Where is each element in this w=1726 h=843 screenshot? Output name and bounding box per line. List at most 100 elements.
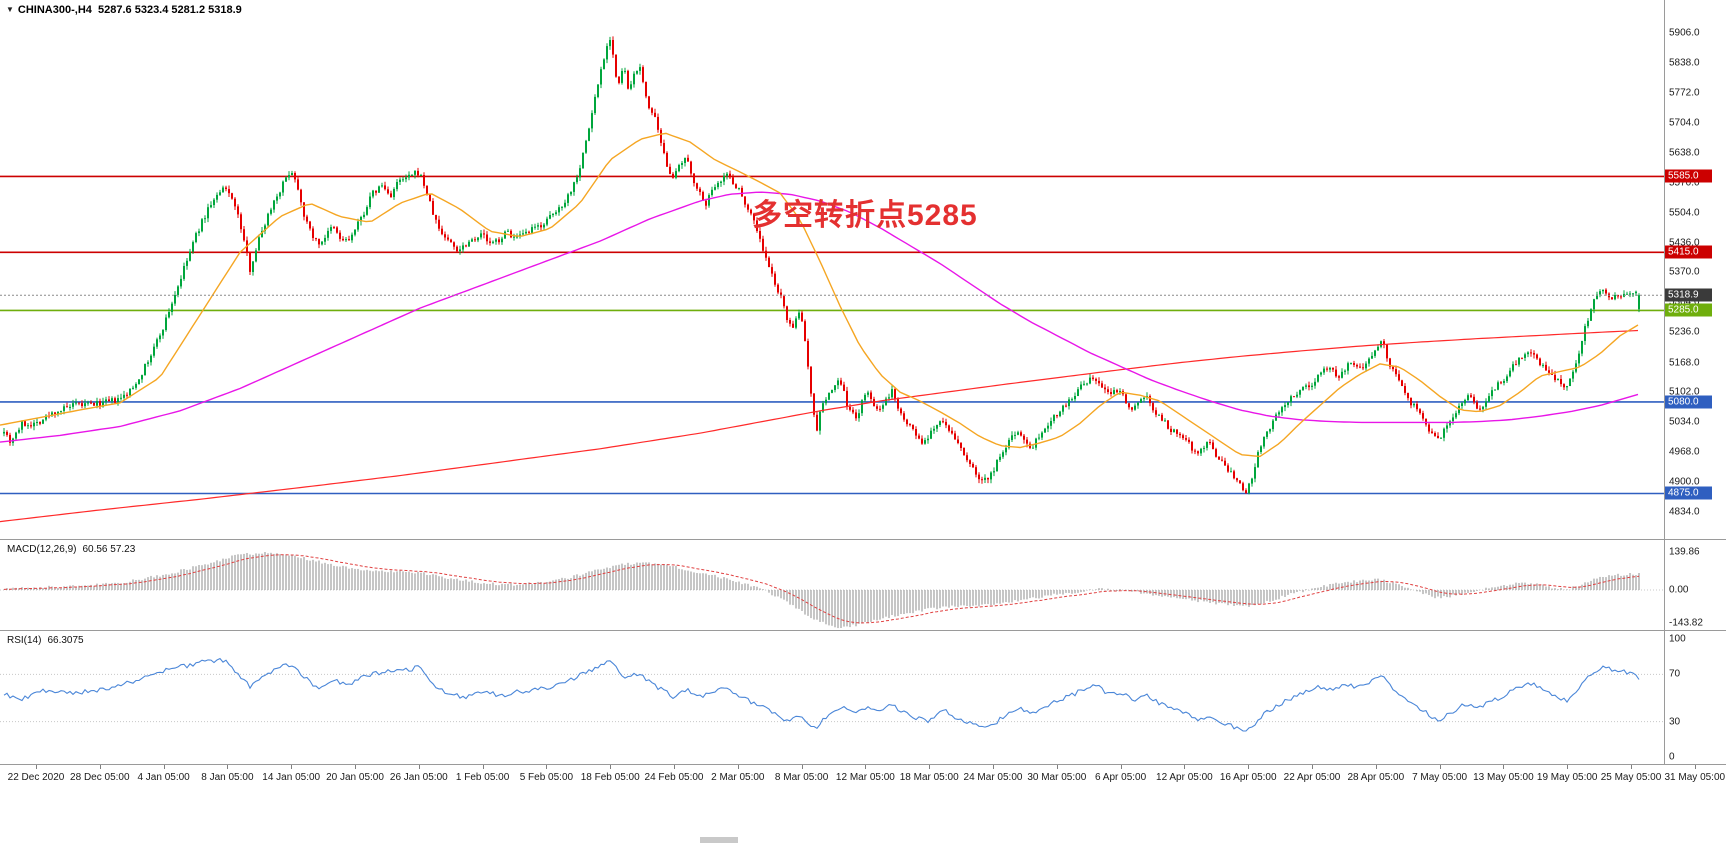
time-tick-mark: [36, 765, 37, 769]
macd-values: 60.56 57.23: [82, 544, 136, 555]
time-axis-label: 14 Jan 05:00: [262, 772, 321, 783]
ohlc-readout: 5287.6 5323.4 5281.2 5318.9: [98, 4, 242, 16]
axis-tick-label: 5236.0: [1669, 326, 1700, 338]
time-tick-mark: [801, 765, 803, 769]
axis-tick-label: 5906.0: [1669, 27, 1700, 39]
macd-chart[interactable]: [0, 540, 1664, 630]
axis-tick-label: 5370.0: [1669, 266, 1700, 278]
axis-tick-label: 5570.0: [1669, 177, 1700, 189]
price-level-badge: 4875.0: [1665, 486, 1712, 500]
axis-tick-label: 4900.0: [1669, 476, 1700, 488]
time-tick-mark: [1248, 765, 1250, 769]
axis-tick-label: 70: [1669, 668, 1681, 680]
time-tick-mark: [1312, 765, 1313, 769]
macd-title: MACD(12,26,9): [7, 544, 77, 555]
time-axis[interactable]: 22 Dec 2020 28 Dec 05:00 4 Jan 05:00 8 Jan …: [0, 764, 1726, 788]
axis-tick-label: 5304.0: [1669, 296, 1700, 308]
time-axis-label: 19 May 05:00: [1536, 772, 1598, 783]
time-axis-label: 24 Mar 05:00: [963, 772, 1023, 783]
time-tick-mark: [929, 765, 931, 769]
bottom-strip: [0, 788, 1726, 843]
chart-title: ▼ CHINA300-,H4 5287.6 5323.4 5281.2 5318.…: [6, 4, 242, 16]
axis-tick-label: 5168.0: [1669, 357, 1700, 369]
rsi-label: RSI(14) 66.3075: [7, 635, 84, 646]
axis-tick-label: 5034.0: [1669, 416, 1700, 428]
price-level-badge: 5080.0: [1665, 395, 1712, 409]
rsi-chart[interactable]: [0, 631, 1664, 764]
time-tick-mark: [737, 765, 739, 769]
axis-tick-label: 0: [1669, 751, 1675, 763]
time-tick-mark: [1694, 765, 1696, 769]
time-tick-mark: [1056, 765, 1058, 769]
time-axis-label: 7 May 05:00: [1412, 772, 1468, 783]
time-tick-mark: [1567, 765, 1569, 769]
macd-axis[interactable]: 139.86 0.00 -143.82: [1664, 540, 1726, 630]
axis-tick-label: 0.00: [1669, 584, 1689, 596]
time-axis-label: 1 Feb 05:00: [455, 772, 510, 783]
time-tick-mark: [355, 765, 356, 769]
time-axis-label: 5 Feb 05:00: [519, 772, 574, 783]
time-axis-label: 18 Mar 05:00: [899, 772, 959, 783]
time-axis-label: 26 Jan 05:00: [389, 772, 448, 783]
axis-tick-label: 5772.0: [1669, 87, 1700, 99]
time-axis-label: 22 Dec 2020: [7, 772, 65, 783]
rsi-indicator-panel[interactable]: RSI(14) 66.3075 100 70 30 0: [0, 630, 1726, 764]
axis-tick-label: -143.82: [1669, 617, 1703, 629]
bottom-notch: [700, 837, 738, 843]
axis-tick-label: 5704.0: [1669, 117, 1700, 129]
rsi-title: RSI(14): [7, 635, 42, 646]
time-tick-mark: [1631, 765, 1632, 769]
time-axis-label: 28 Apr 05:00: [1347, 772, 1405, 783]
symbol-dropdown-icon[interactable]: ▼: [6, 5, 14, 14]
axis-tick-label: 30: [1669, 716, 1681, 728]
price-level-badge: 5585.0: [1665, 169, 1712, 183]
time-tick-mark: [99, 765, 101, 769]
time-axis-label: 12 Mar 05:00: [835, 772, 895, 783]
symbol-timeframe-label: CHINA300-,H4: [17, 4, 92, 16]
axis-tick-label: 100: [1669, 633, 1686, 645]
time-axis-label: 2 Mar 05:00: [711, 772, 765, 783]
price-level-badge: 5318.9: [1665, 288, 1712, 302]
time-tick-mark: [227, 765, 229, 769]
time-tick-mark: [865, 765, 867, 769]
time-tick-mark: [1503, 765, 1505, 769]
axis-tick-label: 5504.0: [1669, 207, 1700, 219]
time-axis-label: 16 Apr 05:00: [1219, 772, 1277, 783]
time-axis-label: 8 Mar 05:00: [774, 772, 829, 783]
time-axis-label: 8 Jan 05:00: [201, 772, 254, 783]
rsi-values: 66.3075: [47, 635, 84, 646]
chart-annotation-text: 多空转折点5285: [752, 199, 978, 232]
time-tick-mark: [1120, 765, 1122, 769]
axis-tick-label: 5838.0: [1669, 57, 1700, 69]
axis-tick-label: 5638.0: [1669, 147, 1700, 159]
time-axis-label: 22 Apr 05:00: [1283, 772, 1341, 783]
time-axis-label: 24 Feb 05:00: [644, 772, 704, 783]
price-level-badge: 5285.0: [1665, 303, 1712, 317]
time-tick-mark: [993, 765, 994, 769]
macd-label: MACD(12,26,9) 60.56 57.23: [7, 544, 135, 555]
time-axis-label: 4 Jan 05:00: [137, 772, 190, 783]
time-axis-label: 31 May 05:00: [1664, 772, 1726, 783]
price-axis[interactable]: 5906.0 5838.0 5772.0 5704.0 5638.0 5570.0 5504…: [1664, 0, 1726, 539]
rsi-axis[interactable]: 100 70 30 0: [1664, 631, 1726, 764]
time-axis-label: 12 Apr 05:00: [1156, 772, 1213, 783]
candlestick-chart[interactable]: [0, 0, 1664, 539]
time-tick-mark: [482, 765, 484, 769]
macd-indicator-panel[interactable]: MACD(12,26,9) 60.56 57.23 139.86 0.00 -143.…: [0, 539, 1726, 630]
price-chart-panel[interactable]: ▼ CHINA300-,H4 5287.6 5323.4 5281.2 5318.…: [0, 0, 1726, 539]
time-tick-mark: [674, 765, 675, 769]
time-tick-mark: [418, 765, 420, 769]
time-axis-label: 30 Mar 05:00: [1027, 772, 1087, 783]
time-tick-mark: [1375, 765, 1377, 769]
time-tick-mark: [546, 765, 548, 769]
axis-tick-label: 5102.0: [1669, 386, 1700, 398]
time-axis-label: 28 Dec 05:00: [70, 772, 130, 783]
time-axis-label: 25 May 05:00: [1600, 772, 1662, 783]
time-tick-mark: [1439, 765, 1441, 769]
price-level-badge: 5415.0: [1665, 245, 1712, 259]
time-axis-label: 20 Jan 05:00: [326, 772, 384, 783]
axis-tick-label: 4834.0: [1669, 506, 1700, 518]
axis-tick-label: 139.86: [1669, 546, 1700, 558]
time-tick-mark: [163, 765, 165, 769]
